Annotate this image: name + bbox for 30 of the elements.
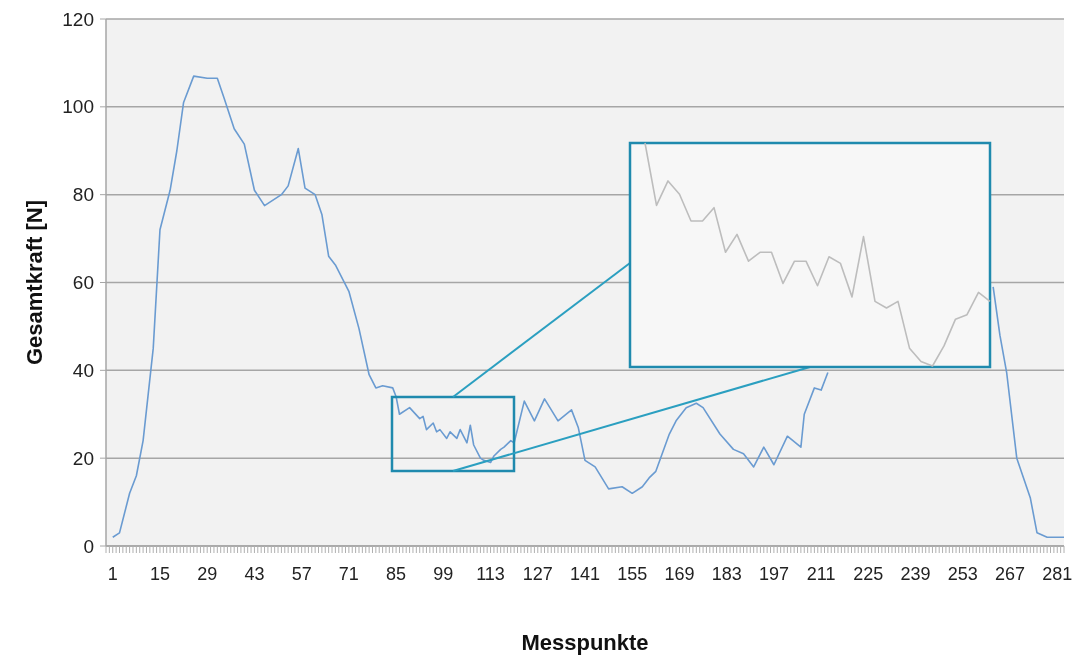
x-tick-label: 127 [522, 564, 553, 584]
x-tick-label: 281 [1042, 564, 1073, 584]
x-tick-label: 253 [947, 564, 978, 584]
x-tick-label: 85 [386, 564, 407, 584]
x-tick-label: 71 [338, 564, 359, 584]
x-tick-label: 239 [900, 564, 931, 584]
y-tick-label: 80 [72, 184, 94, 206]
y-tick-label: 100 [62, 96, 94, 118]
y-tick-label: 40 [72, 359, 94, 381]
x-tick-label: 183 [711, 564, 742, 584]
x-tick-label: 1 [107, 564, 118, 584]
y-tick-label: 0 [83, 535, 94, 557]
x-tick-label: 141 [569, 564, 601, 584]
y-axis-title: Gesamtkraft [N] [22, 199, 47, 366]
y-tick-label: 60 [72, 272, 94, 294]
x-tick-label: 113 [476, 564, 505, 584]
x-tick-label: 15 [149, 564, 170, 584]
x-tick-label: 225 [853, 564, 884, 584]
x-tick-label: 99 [433, 564, 454, 584]
y-tick-label: 20 [72, 447, 94, 469]
x-axis-title: Messpunkte [521, 630, 649, 655]
y-tick-label: 120 [62, 8, 94, 30]
x-tick-label: 267 [995, 564, 1026, 584]
x-tick-label: 169 [664, 564, 695, 584]
x-tick-label: 57 [291, 564, 312, 584]
x-tick-label: 43 [244, 564, 265, 584]
x-tick-label: 29 [197, 564, 218, 584]
x-tick-label: 211 [806, 564, 836, 584]
x-tick-label: 155 [617, 564, 648, 584]
x-tick-label: 197 [758, 564, 789, 584]
